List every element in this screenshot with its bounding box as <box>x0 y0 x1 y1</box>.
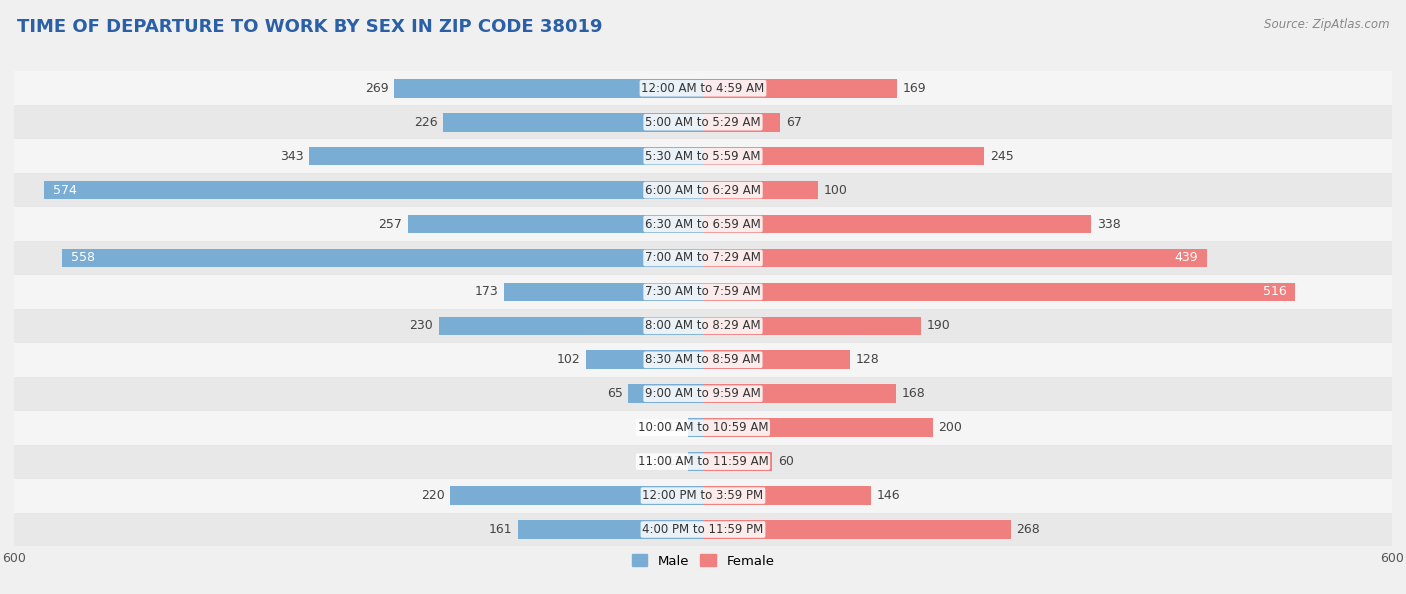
Text: 169: 169 <box>903 82 927 95</box>
Text: 6:00 AM to 6:29 AM: 6:00 AM to 6:29 AM <box>645 184 761 197</box>
Text: 11:00 AM to 11:59 AM: 11:00 AM to 11:59 AM <box>638 455 768 468</box>
Bar <box>439 317 703 335</box>
Bar <box>408 214 703 233</box>
Bar <box>450 486 703 505</box>
Bar <box>14 377 1392 410</box>
Bar <box>443 113 703 131</box>
Text: 226: 226 <box>415 116 437 129</box>
Bar <box>703 418 932 437</box>
Text: 13: 13 <box>666 455 682 468</box>
Bar <box>14 343 1392 377</box>
Bar <box>505 283 703 301</box>
Text: 8:00 AM to 8:29 AM: 8:00 AM to 8:29 AM <box>645 320 761 333</box>
Bar <box>44 181 703 200</box>
Bar <box>703 452 772 471</box>
Bar <box>14 410 1392 445</box>
Text: 10:00 AM to 10:59 AM: 10:00 AM to 10:59 AM <box>638 421 768 434</box>
Text: 8:30 AM to 8:59 AM: 8:30 AM to 8:59 AM <box>645 353 761 366</box>
Text: 102: 102 <box>557 353 581 366</box>
Text: 4:00 PM to 11:59 PM: 4:00 PM to 11:59 PM <box>643 523 763 536</box>
Bar <box>703 79 897 97</box>
Text: Source: ZipAtlas.com: Source: ZipAtlas.com <box>1264 18 1389 31</box>
Bar <box>628 384 703 403</box>
Bar <box>14 241 1392 275</box>
Text: 574: 574 <box>53 184 77 197</box>
Text: 257: 257 <box>378 217 402 230</box>
Bar <box>688 452 703 471</box>
Text: 516: 516 <box>1263 285 1286 298</box>
Bar <box>14 309 1392 343</box>
Bar <box>703 181 818 200</box>
Bar <box>703 520 1011 539</box>
Text: 65: 65 <box>607 387 623 400</box>
Bar <box>688 418 703 437</box>
Bar <box>703 384 896 403</box>
Text: 168: 168 <box>901 387 925 400</box>
Bar <box>62 249 703 267</box>
Bar <box>703 214 1091 233</box>
Text: 6:30 AM to 6:59 AM: 6:30 AM to 6:59 AM <box>645 217 761 230</box>
Text: 269: 269 <box>364 82 388 95</box>
Bar <box>14 513 1392 546</box>
Bar <box>14 445 1392 479</box>
Text: 245: 245 <box>990 150 1014 163</box>
Text: 200: 200 <box>938 421 962 434</box>
Text: 268: 268 <box>1017 523 1040 536</box>
Bar <box>703 249 1208 267</box>
Text: 338: 338 <box>1097 217 1121 230</box>
Text: 128: 128 <box>856 353 880 366</box>
Bar <box>14 479 1392 513</box>
Text: 146: 146 <box>876 489 900 502</box>
Text: 558: 558 <box>72 251 96 264</box>
Legend: Male, Female: Male, Female <box>626 549 780 573</box>
Bar <box>703 350 851 369</box>
Bar <box>586 350 703 369</box>
Text: 220: 220 <box>420 489 444 502</box>
Bar <box>703 113 780 131</box>
Bar <box>14 71 1392 105</box>
Text: 161: 161 <box>489 523 512 536</box>
Text: 343: 343 <box>280 150 304 163</box>
Text: 9:00 AM to 9:59 AM: 9:00 AM to 9:59 AM <box>645 387 761 400</box>
Bar <box>14 207 1392 241</box>
Bar <box>394 79 703 97</box>
Text: 173: 173 <box>475 285 499 298</box>
Text: 7:30 AM to 7:59 AM: 7:30 AM to 7:59 AM <box>645 285 761 298</box>
Bar <box>703 283 1295 301</box>
Bar <box>703 486 870 505</box>
Bar <box>309 147 703 166</box>
Bar <box>14 173 1392 207</box>
Text: 439: 439 <box>1174 251 1198 264</box>
Bar <box>14 105 1392 139</box>
Text: 230: 230 <box>409 320 433 333</box>
Bar <box>519 520 703 539</box>
Text: 100: 100 <box>824 184 848 197</box>
Text: 60: 60 <box>778 455 793 468</box>
Bar <box>14 275 1392 309</box>
Bar <box>703 317 921 335</box>
Text: 5:00 AM to 5:29 AM: 5:00 AM to 5:29 AM <box>645 116 761 129</box>
Text: 190: 190 <box>927 320 950 333</box>
Text: 5:30 AM to 5:59 AM: 5:30 AM to 5:59 AM <box>645 150 761 163</box>
Text: 13: 13 <box>666 421 682 434</box>
Text: TIME OF DEPARTURE TO WORK BY SEX IN ZIP CODE 38019: TIME OF DEPARTURE TO WORK BY SEX IN ZIP … <box>17 18 602 36</box>
Bar <box>14 139 1392 173</box>
Text: 12:00 PM to 3:59 PM: 12:00 PM to 3:59 PM <box>643 489 763 502</box>
Bar <box>703 147 984 166</box>
Text: 7:00 AM to 7:29 AM: 7:00 AM to 7:29 AM <box>645 251 761 264</box>
Text: 12:00 AM to 4:59 AM: 12:00 AM to 4:59 AM <box>641 82 765 95</box>
Text: 67: 67 <box>786 116 801 129</box>
